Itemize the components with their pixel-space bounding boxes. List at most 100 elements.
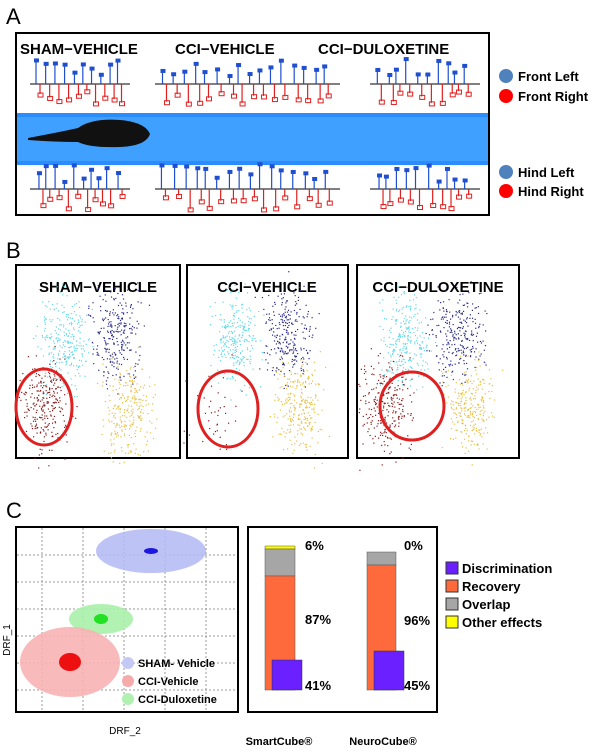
- stem-head: [236, 63, 242, 68]
- point: [399, 348, 401, 350]
- point: [222, 301, 224, 303]
- point: [151, 422, 153, 424]
- group-center: [59, 653, 81, 671]
- point: [53, 415, 56, 418]
- point: [120, 363, 123, 366]
- point: [121, 345, 123, 347]
- point: [403, 290, 405, 293]
- stem-head: [317, 98, 324, 104]
- point: [283, 431, 285, 433]
- point: [125, 337, 127, 339]
- point: [48, 449, 51, 451]
- point: [311, 426, 313, 428]
- point: [459, 299, 461, 301]
- point: [475, 392, 477, 394]
- point: [123, 426, 125, 428]
- point: [400, 326, 402, 328]
- point: [40, 389, 42, 392]
- point: [365, 378, 367, 380]
- point: [318, 312, 320, 315]
- point: [475, 335, 478, 337]
- point: [465, 407, 467, 409]
- point: [423, 347, 425, 349]
- stem-head: [294, 204, 301, 210]
- point: [310, 396, 312, 399]
- point: [66, 316, 68, 318]
- point: [399, 403, 401, 405]
- point: [395, 342, 397, 344]
- point: [382, 383, 384, 385]
- point: [470, 351, 472, 353]
- point: [284, 352, 286, 354]
- point: [289, 429, 292, 431]
- point: [274, 399, 276, 401]
- stem-head: [413, 166, 419, 171]
- point: [465, 391, 467, 394]
- point: [44, 417, 46, 419]
- point: [425, 347, 427, 349]
- point: [220, 342, 222, 344]
- point: [43, 330, 46, 332]
- point: [471, 317, 474, 319]
- point: [390, 438, 392, 440]
- point: [238, 291, 240, 294]
- point: [101, 433, 103, 436]
- point: [502, 369, 504, 371]
- point: [296, 440, 298, 442]
- point: [39, 405, 41, 407]
- point: [98, 369, 100, 371]
- stem-head: [240, 198, 247, 204]
- point: [459, 326, 461, 329]
- point: [248, 318, 250, 320]
- point: [398, 340, 400, 342]
- point: [441, 348, 443, 350]
- point: [300, 388, 303, 391]
- group-center: [144, 548, 158, 554]
- point: [365, 402, 367, 405]
- point: [305, 443, 307, 446]
- point: [129, 328, 131, 330]
- point: [386, 345, 388, 347]
- point: [138, 407, 140, 410]
- point: [121, 420, 123, 422]
- point: [238, 364, 240, 366]
- point: [397, 417, 399, 419]
- point: [269, 319, 271, 322]
- point: [235, 348, 237, 350]
- point: [303, 337, 305, 339]
- point: [49, 389, 51, 391]
- point: [303, 348, 305, 350]
- stem-head: [92, 197, 99, 203]
- point: [372, 438, 374, 440]
- point: [321, 429, 323, 431]
- point: [391, 353, 394, 355]
- point: [124, 326, 126, 328]
- point: [102, 419, 104, 421]
- point: [246, 358, 248, 361]
- point: [56, 286, 58, 288]
- point: [384, 431, 386, 433]
- point: [66, 392, 69, 395]
- point: [294, 295, 296, 297]
- point: [410, 414, 412, 416]
- point: [43, 430, 45, 432]
- point: [388, 336, 390, 338]
- point: [468, 435, 470, 438]
- point: [491, 415, 494, 417]
- point: [91, 341, 93, 344]
- point: [480, 400, 483, 402]
- point: [35, 423, 38, 425]
- point: [271, 323, 273, 325]
- point: [287, 332, 289, 334]
- point: [288, 321, 290, 324]
- point: [450, 418, 452, 420]
- point: [383, 407, 385, 409]
- point: [451, 352, 453, 355]
- point: [40, 431, 42, 433]
- point: [25, 392, 27, 394]
- point: [375, 403, 377, 405]
- point: [70, 363, 73, 366]
- point: [403, 415, 405, 417]
- point: [152, 396, 154, 399]
- stem-head: [96, 176, 102, 181]
